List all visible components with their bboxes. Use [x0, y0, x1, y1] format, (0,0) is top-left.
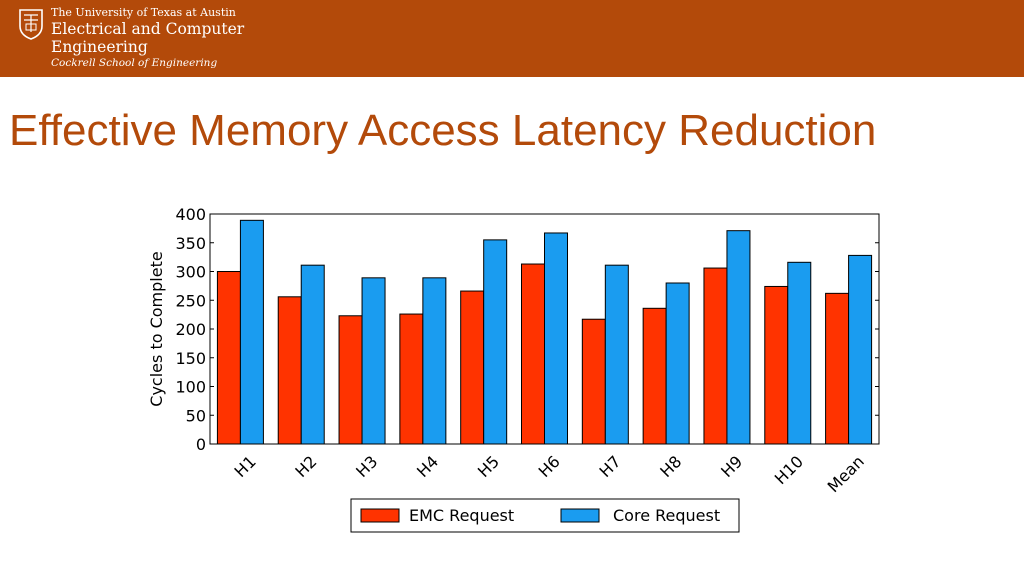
x-tick-label: H5 — [474, 452, 503, 481]
bar-core-h9 — [726, 230, 751, 445]
header-banner: The University of Texas at Austin Electr… — [0, 0, 1024, 77]
bar-emc-h9 — [703, 267, 728, 445]
bar-emc-h7 — [581, 318, 606, 445]
department-name-line1: Electrical and Computer — [51, 20, 245, 38]
legend-label-core: Core Request — [613, 506, 720, 525]
bar-core-h4 — [422, 277, 447, 445]
x-tick-label: H6 — [535, 452, 564, 481]
bar-core-h8 — [665, 282, 690, 445]
bar-emc-h4 — [399, 313, 424, 445]
y-tick-label: 350 — [175, 234, 206, 253]
bar-emc-h6 — [521, 263, 545, 445]
bar-core-mean — [848, 254, 873, 445]
x-tick-label: H4 — [413, 452, 442, 481]
university-name: The University of Texas at Austin — [51, 6, 236, 19]
x-tick-label: H8 — [656, 452, 685, 481]
legend-swatch-core — [560, 508, 600, 523]
x-tick-label: H10 — [771, 452, 807, 488]
x-tick-label: H3 — [352, 452, 381, 481]
y-tick-label: 0 — [196, 435, 206, 454]
legend-label-emc: EMC Request — [409, 506, 514, 525]
bar-emc-h5 — [460, 290, 485, 445]
x-tick-label: H7 — [595, 452, 624, 481]
x-tick-label: Mean — [824, 452, 868, 496]
y-tick-label: 200 — [175, 320, 206, 339]
department-name-line2: Engineering — [51, 38, 148, 56]
y-tick-label: 400 — [175, 205, 206, 224]
y-tick-label: 250 — [175, 291, 206, 310]
bar-core-h5 — [483, 239, 508, 445]
bar-emc-h10 — [764, 285, 789, 445]
bar-emc-h3 — [338, 315, 363, 445]
legend-swatch-emc — [360, 508, 400, 523]
slide-title: Effective Memory Access Latency Reductio… — [9, 106, 877, 155]
x-tick-label: H1 — [231, 452, 260, 481]
bar-emc-h1 — [216, 271, 241, 445]
bar-core-h7 — [604, 264, 629, 445]
school-name: Cockrell School of Engineering — [51, 57, 218, 69]
x-tick-label: H2 — [291, 452, 320, 481]
y-tick-label: 50 — [186, 406, 206, 425]
x-tick-label: H9 — [717, 452, 746, 481]
y-axis-label: Cycles to Complete — [147, 251, 166, 406]
bar-core-h2 — [300, 264, 325, 445]
legend-box — [350, 498, 740, 533]
y-tick-label: 100 — [175, 378, 206, 397]
bar-emc-mean — [825, 292, 850, 445]
y-tick-label: 150 — [175, 349, 206, 368]
bar-emc-h2 — [277, 296, 302, 445]
bar-core-h10 — [787, 261, 812, 445]
university-seal-icon — [19, 9, 43, 40]
y-tick-label: 300 — [175, 263, 206, 282]
organization-block: The University of Texas at Austin Electr… — [51, 6, 244, 70]
bar-core-h3 — [361, 277, 386, 445]
bar-core-h1 — [239, 219, 264, 445]
bar-emc-h8 — [642, 307, 667, 445]
bar-core-h6 — [544, 232, 568, 445]
